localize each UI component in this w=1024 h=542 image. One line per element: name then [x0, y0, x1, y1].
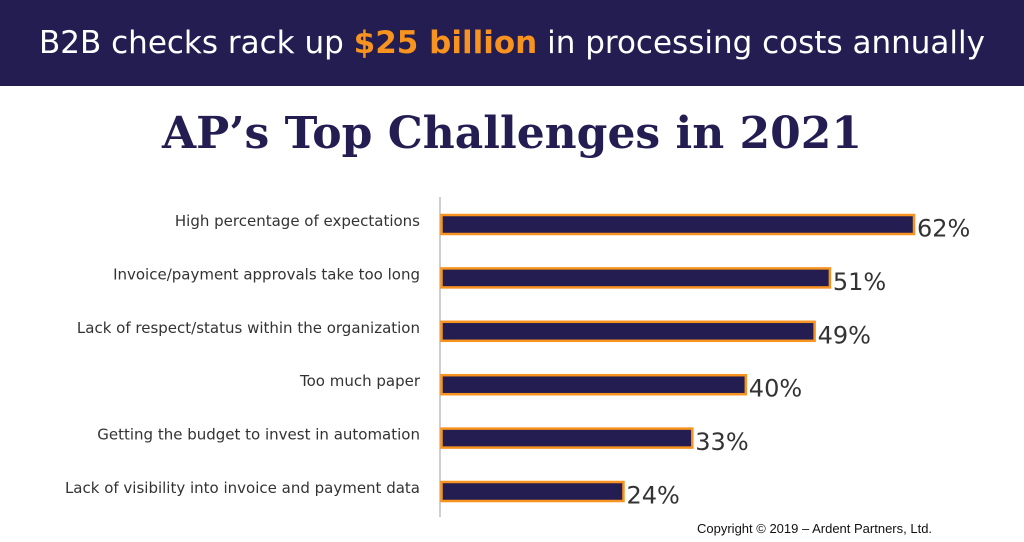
bar	[440, 320, 816, 343]
bar	[440, 480, 625, 503]
header-banner: B2B checks rack up $25 billion in proces…	[0, 0, 1024, 86]
category-label: Lack of respect/status within the organi…	[77, 319, 420, 337]
value-label: 51%	[833, 268, 886, 296]
banner-prefix: B2B checks rack up	[39, 25, 354, 61]
category-label: Lack of visibility into invoice and paym…	[65, 479, 420, 497]
bar	[440, 213, 916, 236]
banner-highlight: $25 billion	[353, 25, 538, 61]
category-label: Getting the budget to invest in automati…	[97, 426, 420, 444]
bar	[440, 427, 694, 449]
chart-title: AP’s Top Challenges in 2021	[161, 108, 863, 159]
category-label: High percentage of expectations	[175, 212, 420, 230]
category-label: Invoice/payment approvals take too long	[113, 265, 420, 283]
copyright-notice: Copyright © 2019 – Ardent Partners, Ltd.	[697, 521, 933, 536]
banner-headline: B2B checks rack up $25 billion in proces…	[39, 25, 985, 61]
bar	[440, 373, 748, 396]
category-label: Too much paper	[299, 372, 421, 390]
value-label: 40%	[749, 375, 802, 403]
value-label: 62%	[917, 215, 970, 243]
value-label: 33%	[695, 428, 748, 456]
bar	[440, 267, 832, 289]
banner-suffix: in processing costs annually	[537, 25, 985, 61]
value-label: 49%	[818, 321, 871, 349]
value-label: 24%	[626, 482, 679, 510]
